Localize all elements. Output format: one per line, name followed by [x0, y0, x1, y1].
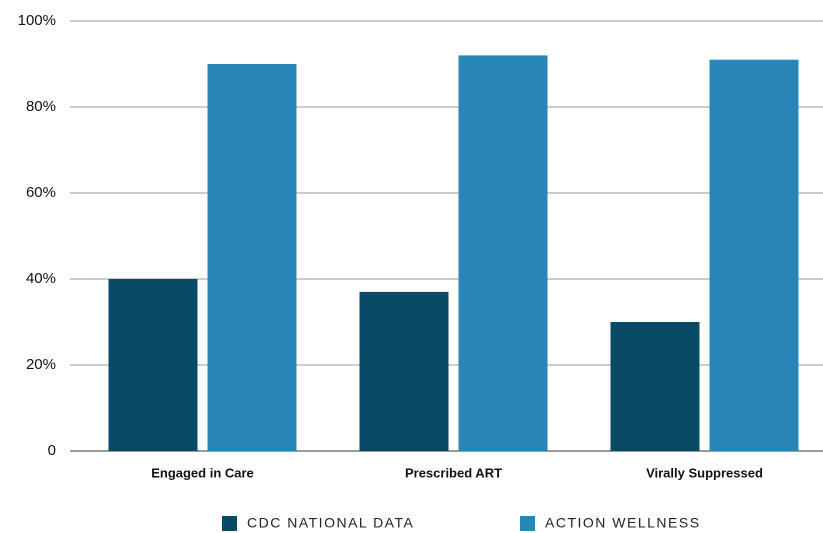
y-tick-label: 80% — [26, 98, 56, 115]
bar — [207, 64, 297, 451]
legend-label: CDC NATIONAL DATA — [247, 515, 414, 531]
bar — [458, 55, 548, 452]
bar — [108, 279, 198, 451]
legend-swatch — [222, 516, 237, 531]
y-tick-label: 20% — [26, 356, 56, 373]
x-tick-label: Prescribed ART — [405, 465, 502, 480]
x-tick-label: Virally Suppressed — [646, 465, 763, 480]
bar — [610, 322, 700, 451]
y-tick-label: 100% — [18, 12, 56, 29]
y-tick-label: 40% — [26, 270, 56, 287]
legend-swatch — [520, 516, 535, 531]
bar — [709, 59, 799, 451]
legend-label: ACTION WELLNESS — [545, 515, 701, 531]
bar — [359, 291, 449, 451]
y-tick-label: 60% — [26, 184, 56, 201]
x-tick-label: Engaged in Care — [151, 465, 254, 480]
y-tick-label: 0 — [48, 442, 56, 459]
